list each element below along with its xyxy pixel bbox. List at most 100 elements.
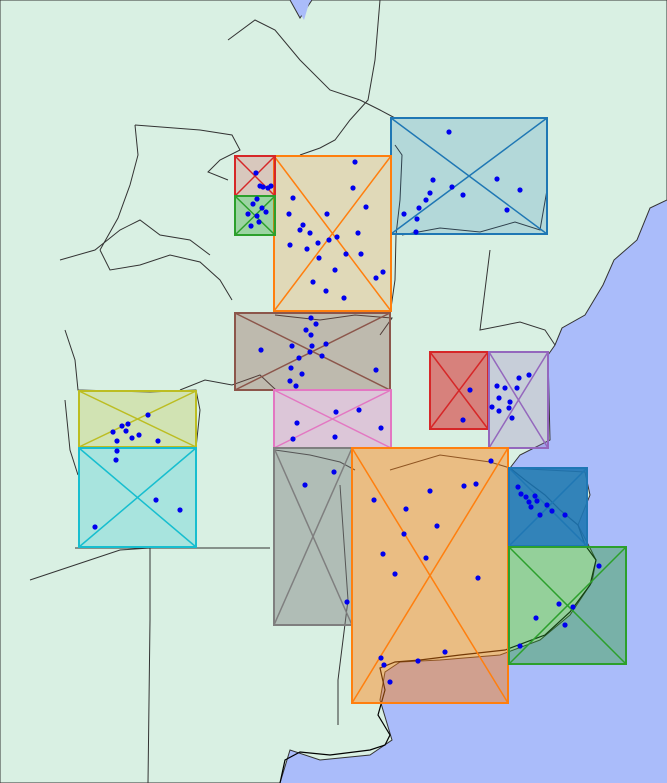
point-marker xyxy=(308,315,314,321)
region-box-l xyxy=(351,447,509,704)
point-marker xyxy=(319,353,325,359)
point-marker xyxy=(460,417,466,423)
point-marker xyxy=(526,372,532,378)
point-marker xyxy=(423,555,429,561)
point-marker xyxy=(287,378,293,384)
point-marker xyxy=(380,269,386,275)
point-marker xyxy=(352,159,358,165)
point-marker xyxy=(326,237,332,243)
point-marker xyxy=(332,267,338,273)
point-marker xyxy=(496,408,502,414)
point-marker xyxy=(475,575,481,581)
point-marker xyxy=(129,435,135,441)
point-marker xyxy=(310,279,316,285)
point-marker xyxy=(299,371,305,377)
point-marker xyxy=(534,498,540,504)
point-marker xyxy=(92,524,98,530)
point-marker xyxy=(537,512,543,518)
point-marker xyxy=(356,407,362,413)
point-marker xyxy=(254,196,260,202)
point-marker xyxy=(248,223,254,229)
point-marker xyxy=(526,499,532,505)
point-marker xyxy=(268,183,274,189)
point-marker xyxy=(514,385,520,391)
point-marker xyxy=(467,387,473,393)
point-marker xyxy=(488,458,494,464)
region-box-g xyxy=(429,351,489,430)
point-marker xyxy=(300,222,306,228)
point-marker xyxy=(250,201,256,207)
point-marker xyxy=(378,655,384,661)
point-marker xyxy=(307,349,313,355)
region-box-j xyxy=(78,447,197,548)
point-marker xyxy=(288,365,294,371)
point-marker xyxy=(315,240,321,246)
point-marker xyxy=(414,216,420,222)
point-marker xyxy=(460,192,466,198)
point-marker xyxy=(323,341,329,347)
point-marker xyxy=(254,213,260,219)
point-marker xyxy=(434,523,440,529)
point-marker xyxy=(313,321,319,327)
region-box-i xyxy=(78,390,197,448)
lake xyxy=(293,0,310,20)
point-marker xyxy=(416,205,422,211)
point-marker xyxy=(334,234,340,240)
point-marker xyxy=(350,185,356,191)
point-marker xyxy=(517,643,523,649)
point-marker xyxy=(119,423,125,429)
point-marker xyxy=(562,512,568,518)
point-marker xyxy=(517,187,523,193)
point-marker xyxy=(110,429,116,435)
point-marker xyxy=(145,412,151,418)
point-marker xyxy=(556,601,562,607)
point-marker xyxy=(331,469,337,475)
region-box-a xyxy=(390,117,548,235)
point-marker xyxy=(562,622,568,628)
point-marker xyxy=(260,184,266,190)
point-marker xyxy=(114,448,120,454)
point-markers xyxy=(92,129,602,685)
point-marker xyxy=(494,383,500,389)
point-marker xyxy=(371,497,377,503)
point-marker xyxy=(307,230,313,236)
point-marker xyxy=(523,494,529,500)
point-marker xyxy=(392,571,398,577)
point-marker xyxy=(153,497,159,503)
point-marker xyxy=(296,355,302,361)
point-marker xyxy=(570,604,576,610)
point-marker xyxy=(461,483,467,489)
point-marker xyxy=(289,343,295,349)
point-marker xyxy=(344,599,350,605)
point-marker xyxy=(427,190,433,196)
point-marker xyxy=(515,484,521,490)
point-marker xyxy=(286,211,292,217)
point-marker xyxy=(113,457,119,463)
point-marker xyxy=(549,508,555,514)
point-marker xyxy=(528,504,534,510)
point-marker xyxy=(256,219,262,225)
point-marker xyxy=(449,184,455,190)
region-box-b xyxy=(273,155,392,312)
point-marker xyxy=(427,488,433,494)
point-marker xyxy=(415,658,421,664)
point-marker xyxy=(245,211,251,217)
point-marker xyxy=(114,438,120,444)
point-marker xyxy=(125,421,131,427)
point-marker xyxy=(496,395,502,401)
point-marker xyxy=(355,230,361,236)
point-marker xyxy=(494,176,500,182)
point-marker xyxy=(309,343,315,349)
point-marker xyxy=(489,404,495,410)
point-marker xyxy=(363,204,369,210)
point-marker xyxy=(381,662,387,668)
point-marker xyxy=(343,251,349,257)
point-marker xyxy=(430,177,436,183)
point-marker xyxy=(358,251,364,257)
point-marker xyxy=(413,229,419,235)
point-marker xyxy=(533,615,539,621)
point-marker xyxy=(473,481,479,487)
